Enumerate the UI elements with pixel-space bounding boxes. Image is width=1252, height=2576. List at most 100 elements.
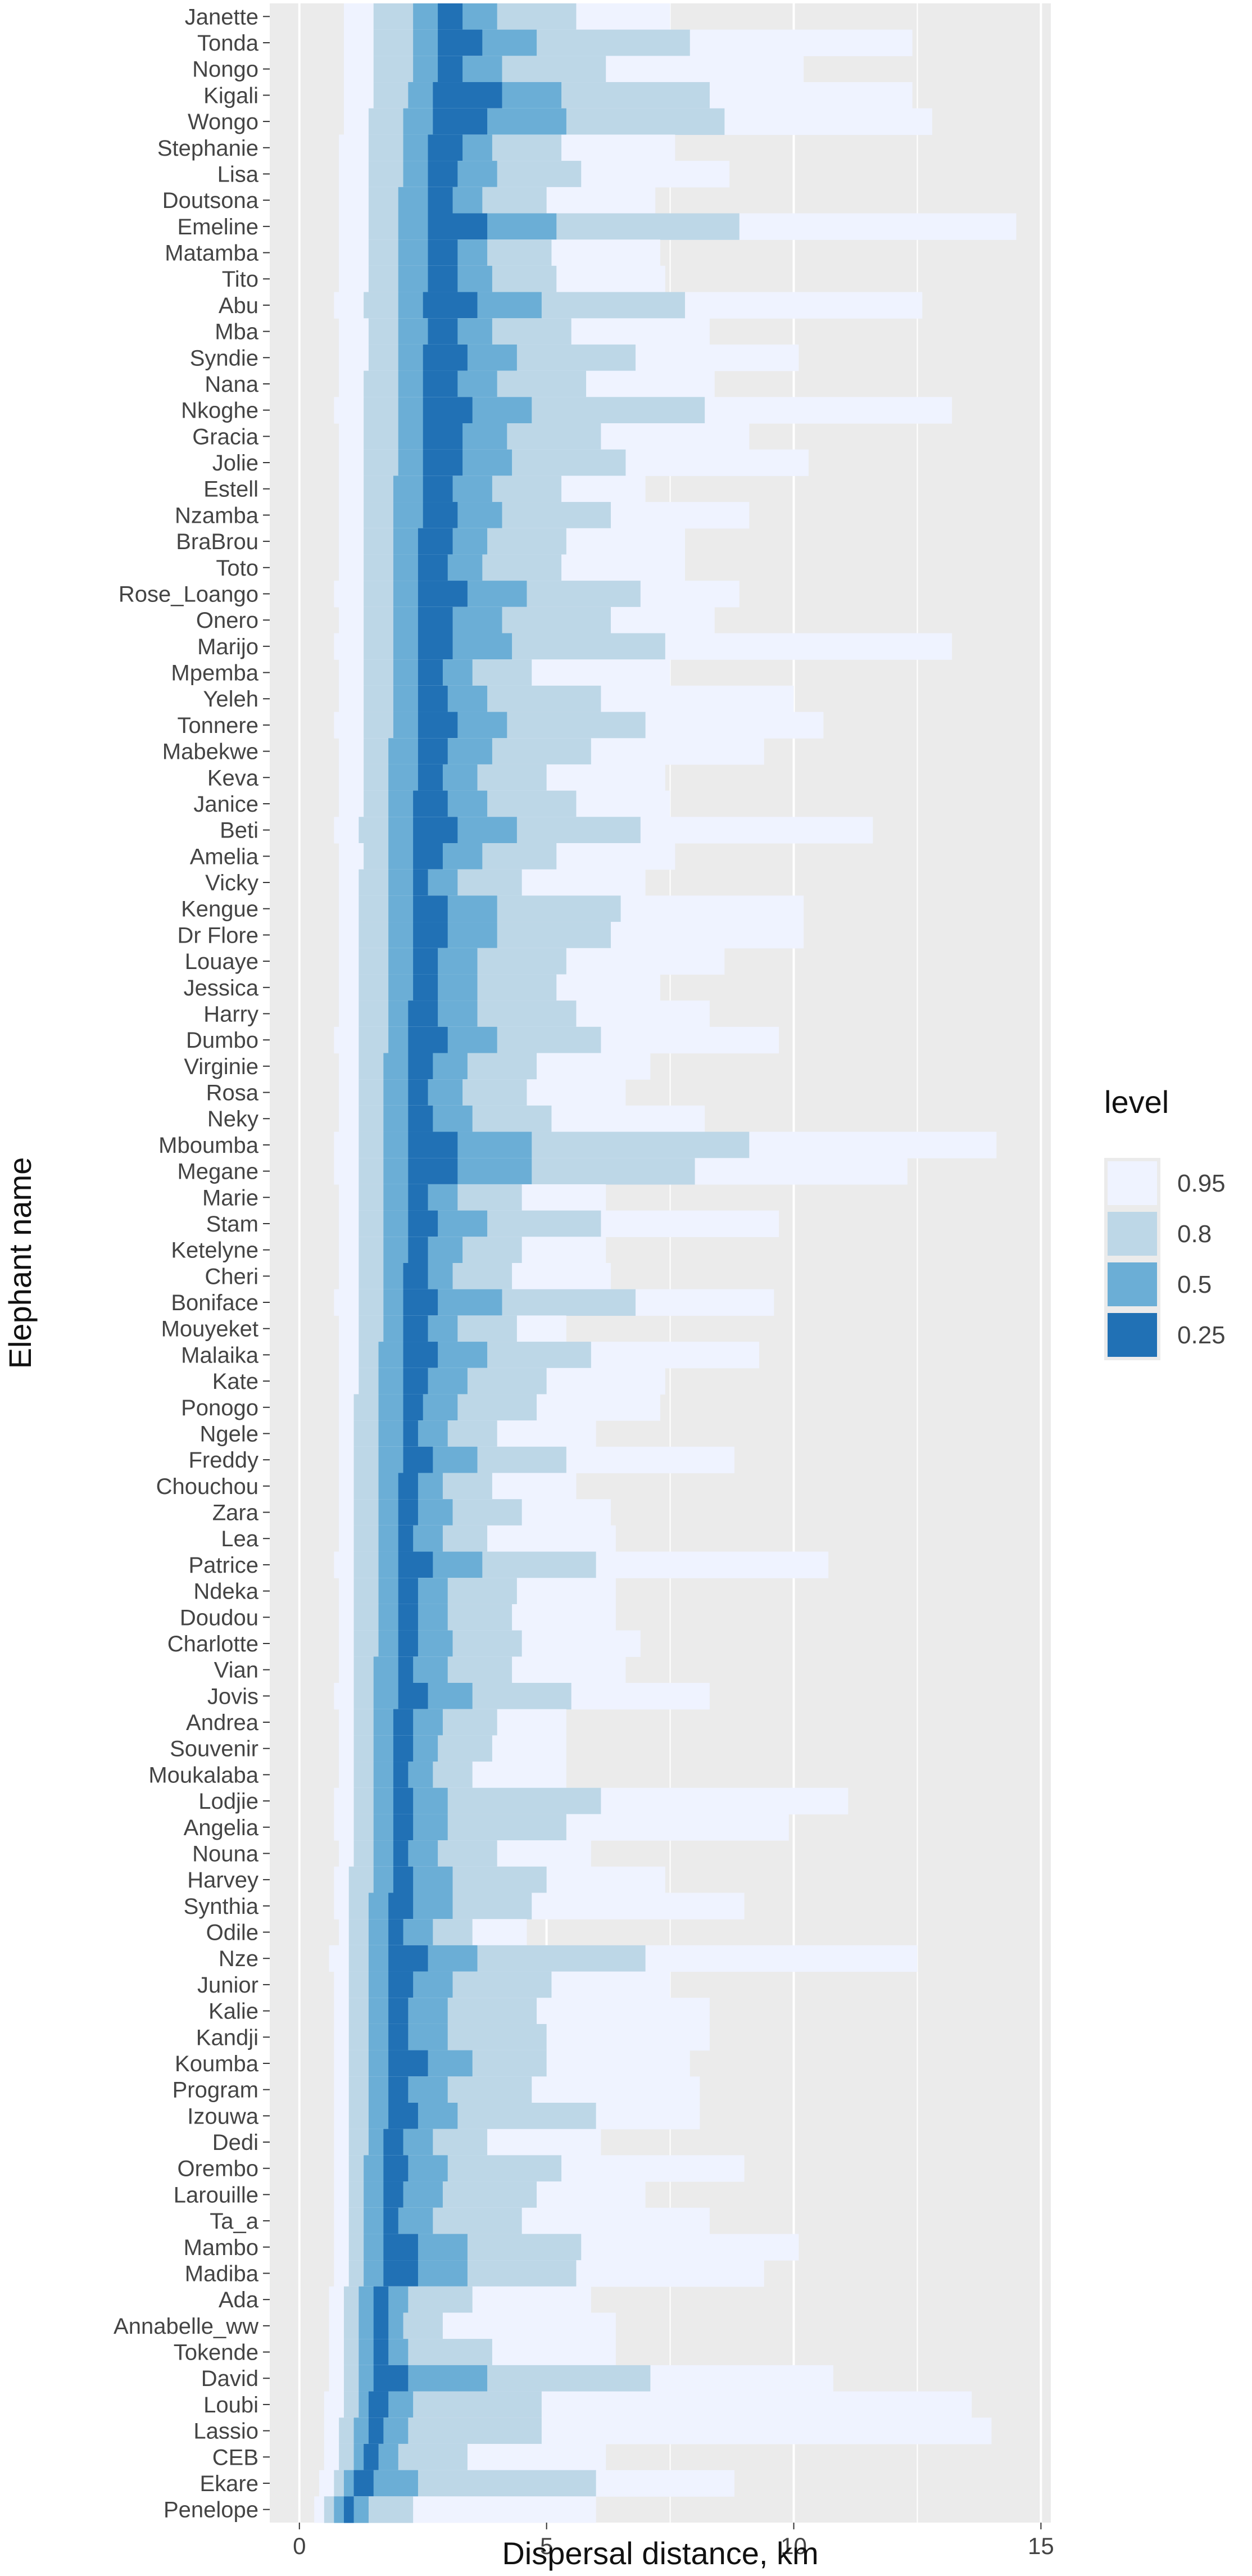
interval-bar-0_25 xyxy=(383,2129,403,2156)
interval-bar-0_25 xyxy=(413,869,428,896)
x-tick-label: 0 xyxy=(293,2533,306,2559)
y-tick-label: Lea xyxy=(221,1527,258,1551)
elephant-row xyxy=(334,1866,665,1894)
y-tick-label: Penelope xyxy=(164,2498,258,2523)
interval-bar-0_25 xyxy=(438,29,483,56)
y-tick-label: Gracia xyxy=(192,424,259,449)
elephant-row xyxy=(339,1263,611,1290)
elephant-row xyxy=(334,1158,908,1185)
elephant-row xyxy=(334,1131,997,1158)
interval-bar-0_25 xyxy=(398,1604,418,1631)
elephant-row xyxy=(329,2312,616,2339)
elephant-row xyxy=(339,161,730,188)
interval-bar-0_25 xyxy=(408,1131,458,1158)
elephant-row xyxy=(339,659,670,686)
interval-bar-0_25 xyxy=(403,1263,428,1290)
interval-bar-0_25 xyxy=(368,2417,384,2444)
y-axis-title: Elephant name xyxy=(2,1157,38,1369)
legend-swatch xyxy=(1108,1313,1157,1357)
interval-bar-0_25 xyxy=(388,1945,428,1972)
y-tick-label: Chouchou xyxy=(156,1474,258,1499)
y-tick-label: Nze xyxy=(219,1946,258,1971)
elephant-row xyxy=(339,1735,566,1762)
y-tick-label: Kalie xyxy=(208,1999,258,2024)
interval-bar-0_25 xyxy=(433,108,488,135)
y-tick-label: Tito xyxy=(222,267,258,292)
interval-bar-0_5 xyxy=(383,1131,532,1158)
interval-bar-0_25 xyxy=(398,1656,414,1683)
elephant-row xyxy=(339,476,646,502)
elephant-row xyxy=(334,2076,700,2103)
elephant-row xyxy=(339,318,710,345)
y-tick-label: Jovis xyxy=(207,1684,258,1709)
y-tick-label: BraBrou xyxy=(176,529,258,554)
y-tick-label: Janice xyxy=(193,792,258,817)
interval-bar-0_25 xyxy=(403,1289,438,1316)
interval-bar-0_25 xyxy=(423,449,463,476)
y-tick-label: Lodjie xyxy=(198,1789,258,1814)
y-axis: JanetteTondaNongoKigaliWongoStephanieLis… xyxy=(114,4,270,2523)
y-tick-label: Mpemba xyxy=(171,661,258,686)
interval-bar-0_25 xyxy=(383,2260,418,2287)
elephant-row xyxy=(324,2417,992,2444)
interval-bar-0_25 xyxy=(418,581,468,608)
interval-bar-0_25 xyxy=(403,1315,428,1342)
interval-bar-0_25 xyxy=(423,344,468,372)
y-tick-label: Harvey xyxy=(187,1868,258,1893)
interval-bar-0_25 xyxy=(408,1026,448,1054)
interval-bar-0_25 xyxy=(413,790,448,817)
elephant-row xyxy=(339,1499,611,1526)
elephant-row xyxy=(334,2023,710,2051)
interval-bar-0_25 xyxy=(423,370,458,397)
elephant-row xyxy=(339,1578,616,1605)
interval-bar-0_25 xyxy=(408,1184,428,1211)
elephant-row xyxy=(343,82,913,109)
y-tick-label: Vicky xyxy=(205,871,258,895)
elephant-row xyxy=(339,1210,779,1237)
elephant-row xyxy=(334,1998,710,2025)
elephant-row xyxy=(339,370,715,397)
interval-bar-0_25 xyxy=(388,2076,409,2103)
elephant-row xyxy=(339,502,750,529)
interval-bar-0_25 xyxy=(388,1998,409,2025)
interval-bar-0_25 xyxy=(418,554,448,581)
y-tick-label: Jessica xyxy=(184,976,259,1000)
y-tick-label: Doudou xyxy=(180,1605,258,1630)
elephant-row xyxy=(339,239,660,266)
y-tick-label: Amelia xyxy=(190,844,259,869)
y-tick-label: Synthia xyxy=(184,1894,259,1919)
y-tick-label: Ada xyxy=(219,2288,259,2312)
y-tick-label: Rosa xyxy=(206,1081,259,1106)
elephant-row xyxy=(334,581,740,608)
y-tick-label: Nkoghe xyxy=(181,399,258,423)
elephant-row xyxy=(329,2365,833,2392)
y-tick-label: Nouna xyxy=(192,1841,259,1866)
y-tick-label: Syndie xyxy=(190,346,258,370)
y-tick-label: Kate xyxy=(212,1369,258,1394)
y-tick-label: Angelia xyxy=(184,1816,259,1840)
elephant-row xyxy=(334,1289,774,1316)
elephant-row xyxy=(339,1315,566,1342)
y-tick-label: Nana xyxy=(205,372,258,397)
elephant-row xyxy=(339,1105,705,1133)
interval-bar-0_25 xyxy=(393,1866,414,1894)
elephant-row xyxy=(339,685,794,713)
interval-bar-0_25 xyxy=(364,2443,379,2471)
x-tick-label: 15 xyxy=(1028,2533,1054,2559)
elephant-row xyxy=(334,2103,700,2130)
elephant-row xyxy=(329,1945,918,1972)
y-tick-label: Wongo xyxy=(188,110,258,134)
elephant-row xyxy=(339,1000,710,1027)
legend-swatch xyxy=(1108,1212,1157,1256)
y-tick-label: Mboumba xyxy=(158,1133,259,1158)
y-tick-label: Toto xyxy=(216,556,258,581)
y-tick-label: Dr Flore xyxy=(178,923,258,948)
legend-label: 0.25 xyxy=(1177,1321,1226,1349)
interval-bar-0_25 xyxy=(428,213,488,240)
y-tick-label: Larouille xyxy=(174,2183,258,2207)
y-tick-label: Ponogo xyxy=(181,1396,258,1420)
elephant-row xyxy=(324,2391,972,2418)
x-tick-label: 5 xyxy=(540,2533,553,2559)
interval-bar-0_25 xyxy=(423,502,458,529)
interval-bar-0_25 xyxy=(388,2023,409,2051)
